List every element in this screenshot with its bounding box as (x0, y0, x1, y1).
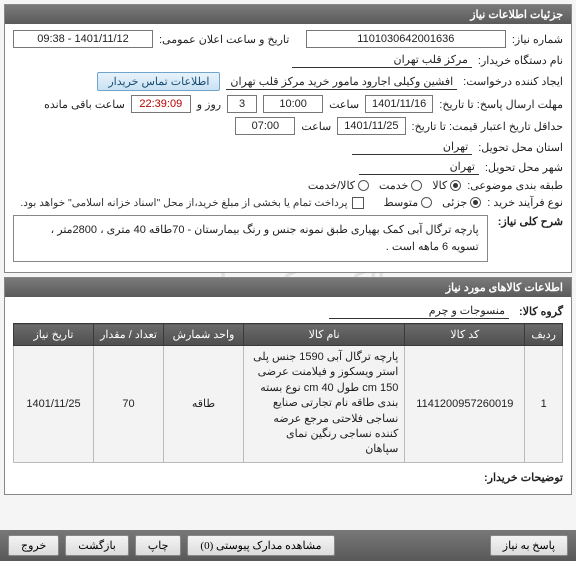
col-unit: واحد شمارش (164, 324, 244, 346)
items-panel: اطلاعات کالاهای مورد نیاز گروه کالا: منس… (4, 277, 572, 495)
delivery-city-value: تهران (359, 159, 479, 175)
back-button[interactable]: بازگشت (65, 535, 129, 556)
col-code: کد کالا (405, 324, 525, 346)
remain-label: ساعت باقی مانده (44, 98, 125, 111)
delivery-prov-value: تهران (352, 139, 472, 155)
validity-date: 1401/11/25 (337, 117, 405, 135)
exit-button[interactable]: خروج (8, 535, 59, 556)
delivery-prov-label: استان محل تحویل: (478, 141, 563, 154)
col-qty: تعداد / مقدار (94, 324, 164, 346)
print-button[interactable]: چاپ (135, 535, 182, 556)
cell-row: 1 (525, 346, 563, 463)
days-value: 3 (227, 95, 257, 113)
desc-text: پارچه ترگال آبی کمک بهیاری طبق نمونه جنس… (13, 215, 488, 262)
group-label: گروه کالا: (519, 305, 563, 318)
radio-dot-icon (470, 197, 481, 208)
radio-small[interactable]: جزئی (442, 196, 481, 209)
cell-unit: طاقه (164, 346, 244, 463)
radio-dot-icon (411, 180, 422, 191)
announce-value: 1401/11/12 - 09:38 (13, 30, 153, 48)
group-value: منسوجات و چرم (329, 303, 509, 319)
radio-small-label: جزئی (442, 196, 467, 209)
radio-goods[interactable]: کالا (432, 179, 461, 192)
deadline-label: مهلت ارسال پاسخ: تا تاریخ: (439, 98, 563, 111)
requester-value: افشین وکیلی اجارود مامور خرید مرکز قلب ت… (226, 74, 457, 90)
deadline-date: 1401/11/16 (365, 95, 433, 113)
requester-label: ایجاد کننده درخواست: (463, 75, 563, 88)
checkbox-icon (352, 197, 364, 209)
category-label: طبقه بندی موضوعی: (467, 179, 563, 192)
category-radio-group: کالا خدمت کالا/خدمت (308, 179, 461, 192)
radio-medium[interactable]: متوسط (384, 196, 433, 209)
info-panel-title: جزئیات اطلاعات نیاز (5, 5, 571, 24)
day-label: روز و (197, 98, 221, 111)
radio-service-label: خدمت (379, 179, 408, 192)
time-label-1: ساعت (329, 98, 359, 111)
validity-time: 07:00 (235, 117, 295, 135)
radio-goods-service[interactable]: کالا/خدمت (308, 179, 369, 192)
radio-medium-label: متوسط (384, 196, 419, 209)
purchase-type-label: نوع فرآیند خرید : (487, 196, 563, 209)
buyer-label: نام دستگاه خریدار: (478, 54, 563, 67)
buyer-value: مرکز قلب تهران (292, 52, 472, 68)
payment-note: پرداخت تمام یا بخشی از مبلغ خرید،از محل … (20, 197, 347, 209)
items-table: ردیف کد کالا نام کالا واحد شمارش تعداد /… (13, 323, 563, 463)
cell-qty: 70 (94, 346, 164, 463)
radio-dot-icon (358, 180, 369, 191)
table-header-row: ردیف کد کالا نام کالا واحد شمارش تعداد /… (14, 324, 563, 346)
req-no-value: 1101030642001636 (306, 30, 506, 48)
contact-buyer-button[interactable]: اطلاعات تماس خریدار (97, 72, 220, 91)
info-panel: جزئیات اطلاعات نیاز شماره نیاز: 11010306… (4, 4, 572, 273)
col-row: ردیف (525, 324, 563, 346)
time-label-2: ساعت (301, 120, 331, 133)
desc-label: شرح کلی نیاز: (498, 215, 563, 228)
reply-button[interactable]: پاسخ به نیاز (490, 535, 568, 556)
items-panel-title: اطلاعات کالاهای مورد نیاز (5, 278, 571, 297)
cell-code: 1141200957260019 (405, 346, 525, 463)
buyer-notes-label: توضیحات خریدار: (484, 471, 563, 484)
radio-goods-service-label: کالا/خدمت (308, 179, 355, 192)
radio-dot-icon (450, 180, 461, 191)
delivery-city-label: شهر محل تحویل: (485, 161, 563, 174)
attachments-button[interactable]: مشاهده مدارک پیوستی (0) (187, 535, 334, 556)
radio-dot-icon (421, 197, 432, 208)
table-row[interactable]: 1 1141200957260019 پارچه ترگال آبی 1590 … (14, 346, 563, 463)
validity-label: حداقل تاریخ اعتبار قیمت: تا تاریخ: (412, 120, 563, 133)
payment-check[interactable]: پرداخت تمام یا بخشی از مبلغ خرید،از محل … (20, 197, 363, 209)
cell-name: پارچه ترگال آبی 1590 جنس پلی استر ویسکوز… (244, 346, 405, 463)
cell-date: 1401/11/25 (14, 346, 94, 463)
announce-label: تاریخ و ساعت اعلان عمومی: (159, 33, 289, 46)
col-name: نام کالا (244, 324, 405, 346)
countdown-value: 22:39:09 (131, 95, 191, 113)
radio-service[interactable]: خدمت (379, 179, 422, 192)
req-no-label: شماره نیاز: (512, 33, 563, 46)
footer-toolbar: پاسخ به نیاز مشاهده مدارک پیوستی (0) چاپ… (0, 530, 576, 561)
deadline-time: 10:00 (263, 95, 323, 113)
col-date: تاریخ نیاز (14, 324, 94, 346)
purchase-type-group: جزئی متوسط (384, 196, 482, 209)
radio-goods-label: کالا (432, 179, 447, 192)
